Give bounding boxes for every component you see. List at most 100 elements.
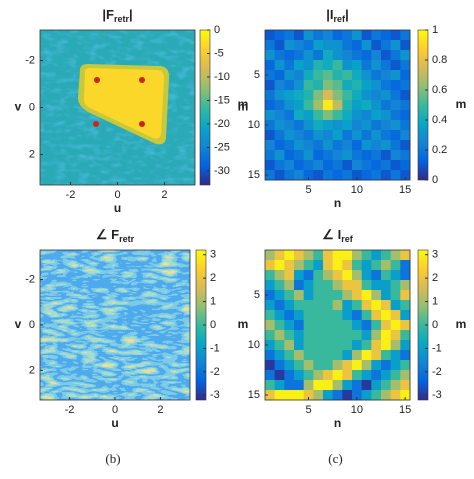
cell	[332, 270, 343, 281]
colorbar-tick-label: 1	[210, 295, 216, 307]
cell	[303, 320, 314, 331]
cell	[390, 70, 401, 81]
cell	[274, 30, 285, 41]
cell	[390, 370, 401, 381]
cell	[274, 40, 285, 51]
cell	[361, 310, 372, 321]
colorbar-tick-label: -25	[214, 141, 230, 153]
cell	[294, 340, 305, 351]
cell	[303, 260, 314, 271]
cell	[303, 120, 314, 131]
cell	[294, 260, 305, 271]
cell	[390, 160, 401, 171]
cell	[313, 310, 324, 321]
cell	[371, 380, 382, 391]
cell	[400, 70, 411, 81]
cell	[313, 30, 324, 41]
cell	[274, 370, 285, 381]
cell	[323, 110, 334, 121]
cell	[332, 70, 343, 81]
title-main: ∠ I	[322, 227, 341, 242]
cell	[284, 90, 295, 101]
title-end: |	[345, 7, 349, 22]
cell	[361, 320, 372, 331]
y-tick-label: -2	[25, 273, 35, 285]
cell	[352, 70, 363, 81]
cell	[303, 150, 314, 161]
cell	[400, 80, 411, 91]
cell	[303, 40, 314, 51]
cell	[265, 100, 276, 111]
cell	[381, 370, 392, 381]
cell	[361, 50, 372, 61]
caption: (c)	[328, 451, 342, 466]
cell	[323, 260, 334, 271]
y-tick-label: 15	[248, 169, 260, 181]
cell	[400, 40, 411, 51]
cell	[361, 280, 372, 291]
cell	[361, 370, 372, 381]
cell	[284, 140, 295, 151]
cell	[284, 270, 295, 281]
cell	[294, 160, 305, 171]
cell	[390, 270, 401, 281]
cell	[265, 140, 276, 151]
cell	[313, 350, 324, 361]
cell	[381, 50, 392, 61]
cell	[323, 270, 334, 281]
cell	[313, 250, 324, 261]
marker	[94, 77, 100, 83]
colorbar	[417, 29, 429, 181]
cell	[332, 280, 343, 291]
cell	[371, 350, 382, 361]
cell	[371, 320, 382, 331]
cell	[352, 140, 363, 151]
cell	[381, 40, 392, 51]
cell	[390, 130, 401, 141]
cell	[294, 380, 305, 391]
cell	[332, 170, 343, 181]
cell	[352, 280, 363, 291]
cell	[284, 370, 295, 381]
cell	[332, 310, 343, 321]
cell	[381, 270, 392, 281]
cell	[361, 60, 372, 71]
cell	[294, 110, 305, 121]
cell	[390, 360, 401, 371]
cell	[371, 150, 382, 161]
cell	[352, 300, 363, 311]
cell	[284, 30, 295, 41]
cell	[294, 370, 305, 381]
cell	[332, 350, 343, 361]
cell	[274, 170, 285, 181]
title-main: |I	[326, 7, 333, 22]
x-tick-label: 15	[399, 404, 411, 416]
cell	[323, 350, 334, 361]
cell	[342, 130, 353, 141]
colorbar-tick-label: 2	[432, 272, 438, 284]
x-tick-label: 5	[305, 184, 311, 196]
cell	[303, 310, 314, 321]
cell	[400, 370, 411, 381]
cell	[323, 40, 334, 51]
colorbar-tick-label: 0	[214, 24, 220, 36]
cell	[284, 390, 295, 401]
cell	[381, 300, 392, 311]
cell	[400, 390, 411, 401]
cell	[303, 50, 314, 61]
y-tick-label: 2	[29, 364, 35, 376]
cell	[400, 280, 411, 291]
cell	[390, 260, 401, 271]
x-tick-label: -2	[66, 189, 76, 201]
cell	[294, 310, 305, 321]
colorbar-tick-label: -3	[210, 389, 220, 401]
cell	[284, 160, 295, 171]
cell	[274, 90, 285, 101]
cell	[390, 40, 401, 51]
cell	[313, 110, 324, 121]
cell	[294, 80, 305, 91]
cell	[400, 90, 411, 101]
cell	[352, 380, 363, 391]
cell	[342, 270, 353, 281]
cell	[390, 250, 401, 261]
